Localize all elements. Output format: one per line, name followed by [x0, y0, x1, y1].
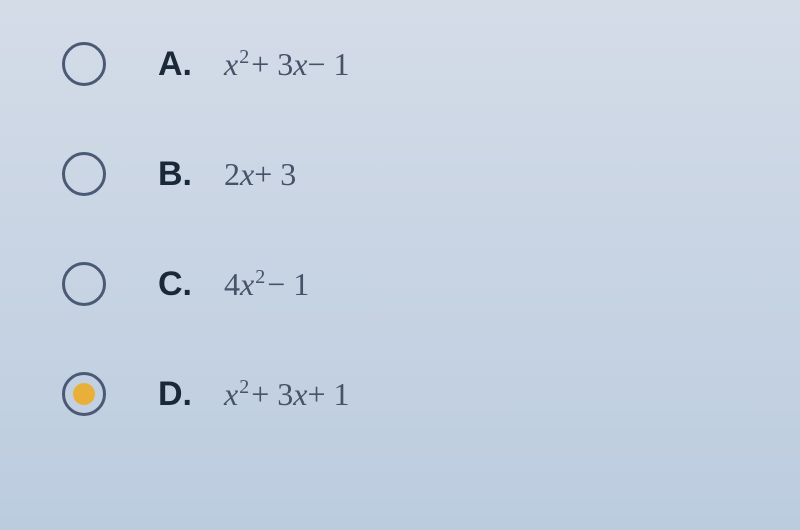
option-a-formula: x2 + 3x − 1	[224, 46, 350, 83]
radio-circle	[62, 262, 106, 306]
radio-fill	[73, 383, 95, 405]
option-b-formula: 2x + 3	[224, 156, 296, 193]
option-d-label: D.	[158, 375, 200, 414]
option-c-radio[interactable]	[60, 260, 108, 308]
option-a-radio[interactable]	[60, 40, 108, 88]
option-c-formula: 4x2 − 1	[224, 266, 309, 303]
option-a-row[interactable]: A. x2 + 3x − 1	[60, 40, 740, 88]
option-c-label: C.	[158, 265, 200, 304]
radio-circle	[62, 372, 106, 416]
option-d-formula: x2 + 3x + 1	[224, 376, 350, 413]
multiple-choice-options: A. x2 + 3x − 1 B. 2x + 3 C. 4x2 − 1 D. x…	[60, 40, 740, 418]
radio-circle	[62, 152, 106, 196]
option-c-row[interactable]: C. 4x2 − 1	[60, 260, 740, 308]
option-d-row[interactable]: D. x2 + 3x + 1	[60, 370, 740, 418]
option-b-label: B.	[158, 155, 200, 194]
radio-circle	[62, 42, 106, 86]
option-a-label: A.	[158, 45, 200, 84]
option-d-radio[interactable]	[60, 370, 108, 418]
option-b-radio[interactable]	[60, 150, 108, 198]
option-b-row[interactable]: B. 2x + 3	[60, 150, 740, 198]
